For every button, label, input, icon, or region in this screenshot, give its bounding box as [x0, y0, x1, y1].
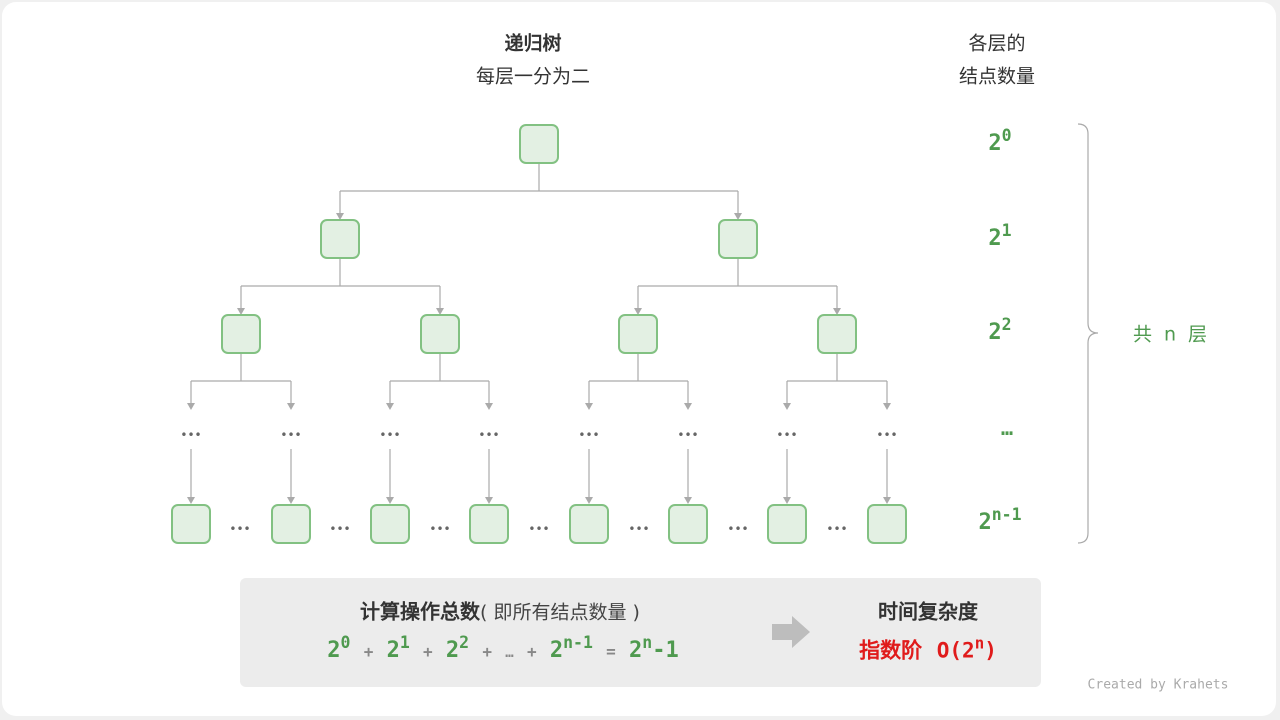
tree-node — [867, 504, 907, 544]
ellipsis: ••• — [727, 522, 748, 536]
tree-node — [420, 314, 460, 354]
arrow-head-icon — [833, 308, 841, 315]
right-header-line2: 结点数量 — [958, 65, 1036, 88]
arrow-head-icon — [485, 403, 493, 410]
tree-node — [171, 504, 211, 544]
level-count-ellipsis: … — [1000, 416, 1014, 440]
tree-node — [519, 124, 559, 164]
tree-node — [817, 314, 857, 354]
right-header-line1: 各层的 — [968, 32, 1026, 55]
ellipsis: ••• — [876, 428, 897, 442]
brace-label: 共 n 层 — [1132, 323, 1208, 346]
complexity-value: 指数阶 O(2n) — [859, 633, 997, 663]
arrow-head-icon — [684, 403, 692, 410]
summary-formula: 20 + 21 + 22 + … + 2n-1 = 2n-1 — [327, 632, 679, 664]
arrow-head-icon — [585, 497, 593, 504]
arrow-head-icon — [436, 308, 444, 315]
level-brace — [1077, 123, 1099, 544]
ellipsis: ••• — [180, 428, 201, 442]
arrow-head-icon — [187, 497, 195, 504]
arrow-head-icon — [783, 403, 791, 410]
arrow-head-icon — [783, 497, 791, 504]
ellipsis: ••• — [776, 428, 797, 442]
ellipsis: ••• — [628, 522, 649, 536]
ellipsis: ••• — [677, 428, 698, 442]
level-count-1: 21 — [988, 220, 1012, 252]
arrow-head-icon — [336, 213, 344, 220]
credit-text: Created by Krahets — [1087, 677, 1229, 693]
ellipsis: ••• — [826, 522, 847, 536]
ellipsis: ••• — [229, 522, 250, 536]
arrow-head-icon — [585, 403, 593, 410]
level-count-2: 22 — [988, 314, 1012, 346]
arrow-head-icon — [684, 497, 692, 504]
arrow-head-icon — [287, 403, 295, 410]
diagram-title: 递归树 — [504, 32, 562, 55]
tree-node — [569, 504, 609, 544]
ellipsis: ••• — [528, 522, 549, 536]
arrow-head-icon — [237, 308, 245, 315]
tree-node — [767, 504, 807, 544]
level-count-last: 2n-1 — [978, 504, 1022, 536]
ellipsis: ••• — [379, 428, 400, 442]
tree-node — [320, 219, 360, 259]
tree-node — [271, 504, 311, 544]
tree-node — [618, 314, 658, 354]
ellipsis: ••• — [280, 428, 301, 442]
tree-node — [668, 504, 708, 544]
ellipsis: ••• — [329, 522, 350, 536]
arrow-head-icon — [634, 308, 642, 315]
arrow-head-icon — [287, 497, 295, 504]
diagram-subtitle: 每层一分为二 — [475, 65, 591, 88]
tree-node — [370, 504, 410, 544]
ellipsis: ••• — [429, 522, 450, 536]
summary-panel — [240, 578, 1041, 687]
summary-left-title: 计算操作总数( 即所有结点数量 ) — [360, 599, 640, 624]
arrow-head-icon — [883, 403, 891, 410]
tree-node — [718, 219, 758, 259]
level-count-0: 20 — [988, 125, 1012, 157]
arrow-head-icon — [734, 213, 742, 220]
arrow-head-icon — [187, 403, 195, 410]
ellipsis: ••• — [578, 428, 599, 442]
ellipsis: ••• — [478, 428, 499, 442]
arrow-head-icon — [386, 403, 394, 410]
arrow-head-icon — [883, 497, 891, 504]
tree-node — [221, 314, 261, 354]
summary-right-title: 时间复杂度 — [878, 599, 978, 624]
arrow-head-icon — [386, 497, 394, 504]
arrow-head-icon — [485, 497, 493, 504]
tree-node — [469, 504, 509, 544]
